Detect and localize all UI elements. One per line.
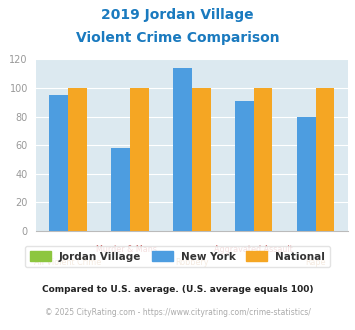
- Text: Murder & Mans...: Murder & Mans...: [95, 245, 164, 254]
- Text: All Violent Crime: All Violent Crime: [34, 258, 102, 267]
- Legend: Jordan Village, New York, National: Jordan Village, New York, National: [24, 246, 331, 267]
- Text: Compared to U.S. average. (U.S. average equals 100): Compared to U.S. average. (U.S. average …: [42, 285, 313, 294]
- Bar: [192, 88, 211, 231]
- Bar: [68, 88, 87, 231]
- Text: Rape: Rape: [305, 258, 326, 267]
- Text: Aggravated Assault: Aggravated Assault: [214, 245, 293, 254]
- Bar: [49, 95, 68, 231]
- Text: © 2025 CityRating.com - https://www.cityrating.com/crime-statistics/: © 2025 CityRating.com - https://www.city…: [45, 308, 310, 316]
- Text: Robbery: Robbery: [175, 258, 208, 267]
- Text: Violent Crime Comparison: Violent Crime Comparison: [76, 31, 279, 45]
- Text: 2019 Jordan Village: 2019 Jordan Village: [101, 8, 254, 22]
- Bar: [235, 101, 253, 231]
- Bar: [111, 148, 130, 231]
- Bar: [130, 88, 149, 231]
- Bar: [297, 116, 316, 231]
- Bar: [253, 88, 273, 231]
- Bar: [173, 68, 192, 231]
- Bar: [316, 88, 334, 231]
